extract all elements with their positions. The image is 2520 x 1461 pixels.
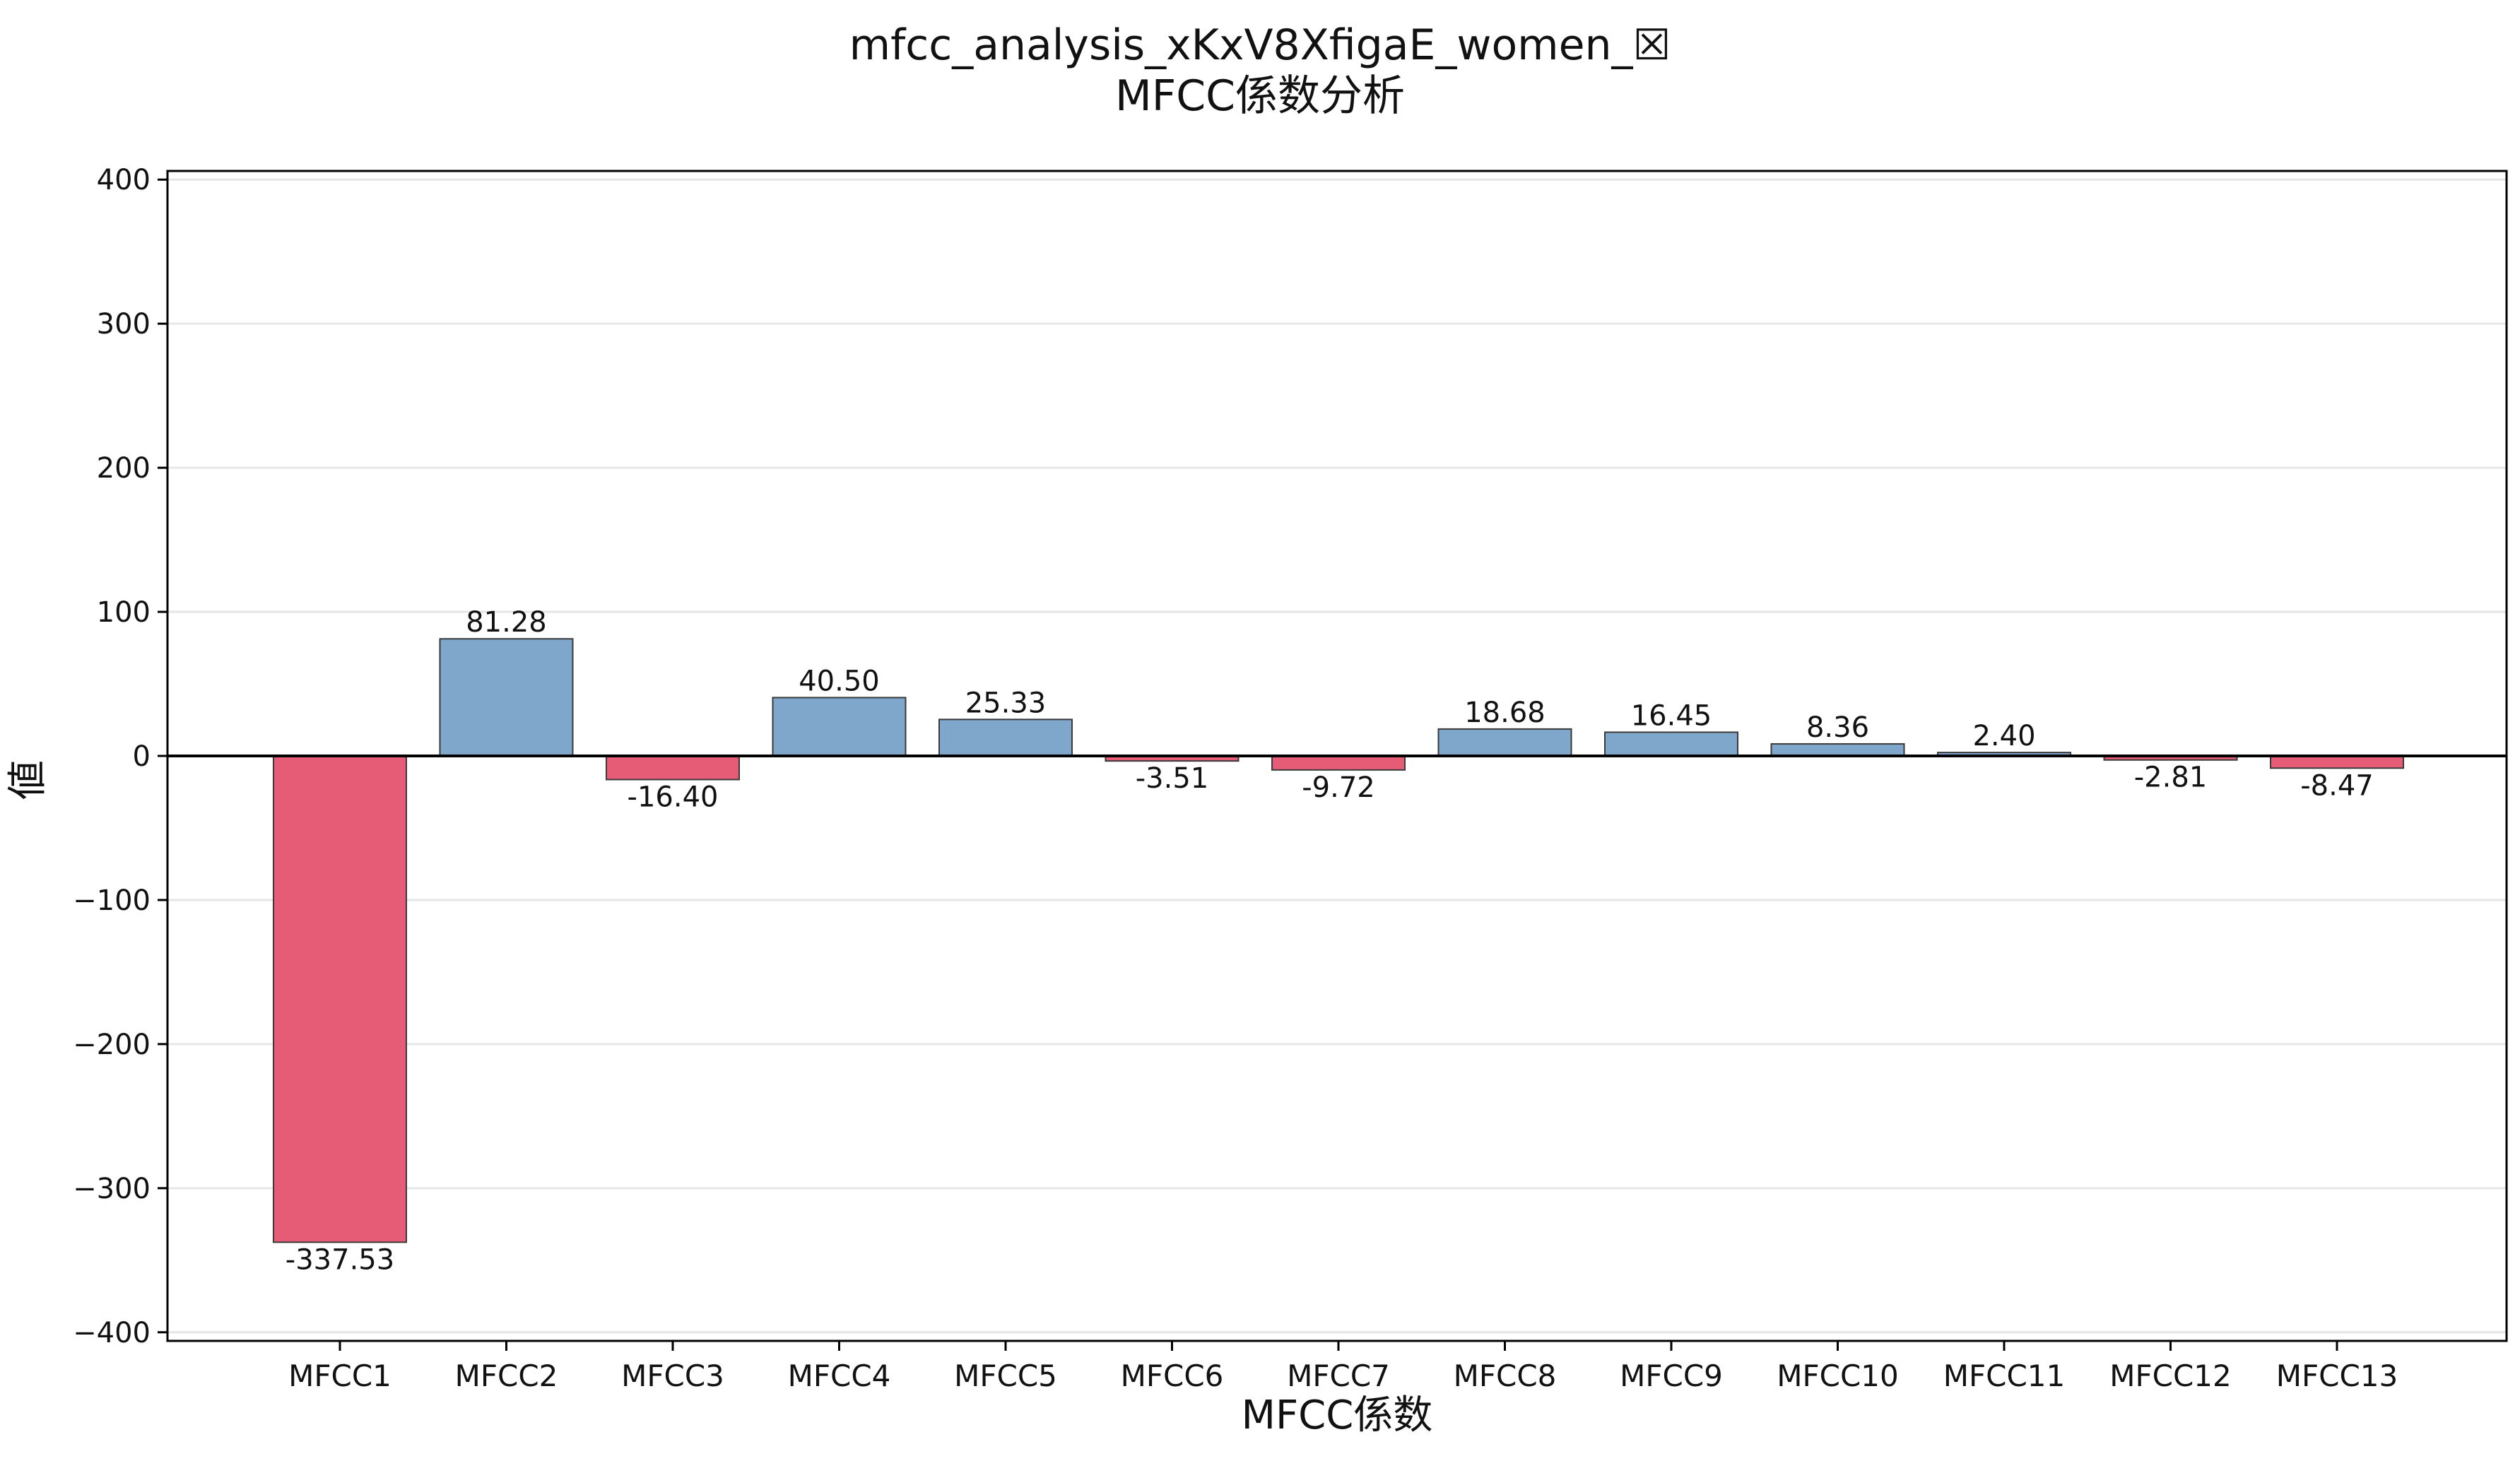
x-tick-label: MFCC1 xyxy=(288,1359,391,1393)
bar-mfcc10 xyxy=(1770,743,1905,757)
x-tick-label: MFCC5 xyxy=(954,1359,1057,1393)
bar-mfcc3 xyxy=(606,755,740,781)
bar-mfcc4 xyxy=(772,697,907,757)
x-tick-label: MFCC7 xyxy=(1287,1359,1390,1393)
y-tick-label: −300 xyxy=(73,1173,151,1205)
x-tick-label: MFCC4 xyxy=(788,1359,891,1393)
x-axis-label: MFCC係数 xyxy=(1241,1392,1433,1438)
bar-mfcc2 xyxy=(439,638,574,757)
chart-title-line-2: MFCC係数分析 xyxy=(1114,71,1406,121)
bar-mfcc13 xyxy=(2270,755,2404,769)
y-tick-label: 100 xyxy=(97,596,151,629)
y-tick-label: 400 xyxy=(97,164,151,196)
data-label: 40.50 xyxy=(799,665,880,697)
y-axis-label: 値 xyxy=(5,760,51,800)
x-tick-label: MFCC8 xyxy=(1454,1359,1557,1393)
bar-mfcc9 xyxy=(1604,731,1738,757)
chart-title-line-1: mfcc_analysis_xKxV8XfigaE_women_☒ xyxy=(849,20,1671,70)
x-tick-label: MFCC3 xyxy=(621,1359,724,1393)
data-label: 18.68 xyxy=(1464,697,1545,729)
data-label: -2.81 xyxy=(2134,762,2208,794)
bar-mfcc8 xyxy=(1437,728,1572,757)
y-tick-label: 200 xyxy=(97,452,151,485)
y-axis-ticks: 400 300 200 100 0 −100 −200 −300 −400 xyxy=(73,164,167,1349)
x-tick-label: MFCC12 xyxy=(2109,1359,2232,1393)
data-label: 16.45 xyxy=(1631,699,1712,732)
data-label: 81.28 xyxy=(466,606,547,639)
bar-mfcc7 xyxy=(1271,755,1406,771)
data-label: 25.33 xyxy=(965,687,1047,719)
x-tick-label: MFCC11 xyxy=(1943,1359,2066,1393)
x-tick-label: MFCC10 xyxy=(1777,1359,1899,1393)
data-label: -9.72 xyxy=(1302,771,1375,804)
plot-frame xyxy=(166,170,2508,1342)
data-label: 8.36 xyxy=(1806,711,1869,744)
data-labels: -337.53 81.28 -16.40 40.50 25.33 -3.51 -9.72 18… xyxy=(285,606,2374,1276)
x-tick-label: MFCC6 xyxy=(1121,1359,1224,1393)
x-tick-label: MFCC9 xyxy=(1620,1359,1723,1393)
data-label: 2.40 xyxy=(1972,720,2035,752)
data-label: -337.53 xyxy=(285,1243,394,1276)
bars xyxy=(273,638,2404,1243)
bar-mfcc1 xyxy=(273,755,407,1243)
bar-mfcc5 xyxy=(938,718,1073,757)
y-tick-label: 300 xyxy=(97,308,151,341)
x-tick-label: MFCC13 xyxy=(2276,1359,2398,1393)
data-label: -16.40 xyxy=(628,781,719,813)
x-axis-ticks: MFCC1 MFCC2 MFCC3 MFCC4 MFCC5 MFCC6 MFCC7 MFCC8… xyxy=(288,1341,2398,1393)
data-label: -3.51 xyxy=(1136,762,1209,795)
y-tick-label: −200 xyxy=(73,1029,151,1061)
y-tick-label: 0 xyxy=(133,740,151,773)
x-tick-label: MFCC2 xyxy=(455,1359,558,1393)
y-tick-label: −400 xyxy=(73,1317,151,1349)
data-label: -8.47 xyxy=(2300,769,2374,802)
y-tick-label: −100 xyxy=(73,885,151,917)
